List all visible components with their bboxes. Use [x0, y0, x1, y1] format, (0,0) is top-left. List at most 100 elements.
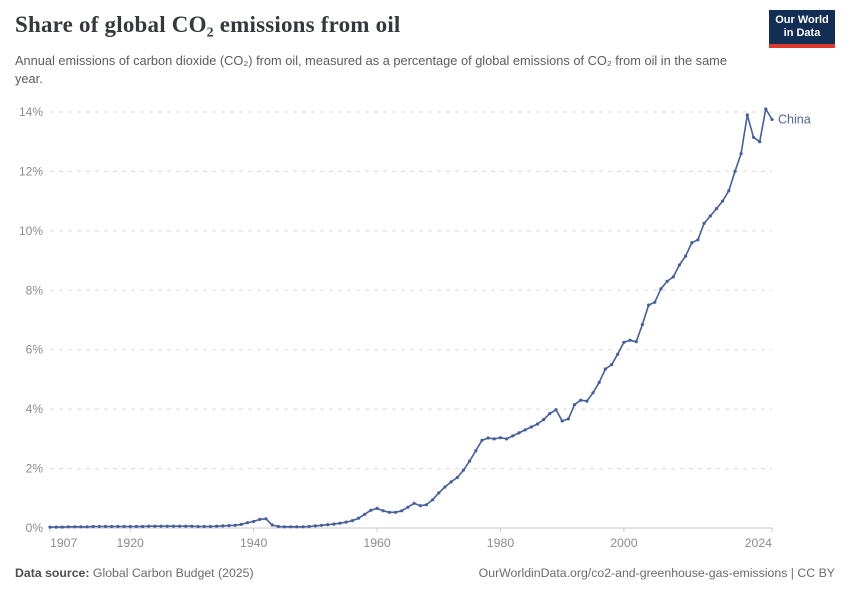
owid-logo-line2: in Data [783, 27, 821, 39]
data-point [400, 509, 404, 513]
data-point [289, 525, 293, 529]
data-point [66, 525, 71, 529]
data-point [319, 523, 324, 527]
data-point [523, 428, 527, 432]
y-tick-label: 14% [19, 105, 43, 119]
data-point [252, 519, 256, 524]
data-point [517, 431, 521, 435]
data-point [751, 135, 756, 139]
data-point [73, 525, 77, 529]
y-tick-label: 10% [19, 224, 43, 238]
data-point [492, 437, 496, 441]
data-point [770, 117, 774, 121]
data-point [616, 352, 620, 356]
data-point [758, 140, 762, 144]
data-point [640, 322, 645, 327]
data-point [295, 525, 299, 529]
data-point [634, 340, 638, 344]
x-tick-label: 1920 [117, 536, 145, 550]
data-point [727, 189, 731, 193]
data-point [628, 338, 632, 342]
data-point [282, 525, 287, 529]
data-point [48, 525, 52, 529]
y-tick-label: 0% [26, 521, 44, 535]
data-point [60, 525, 64, 529]
data-point [208, 524, 212, 529]
y-tick-label: 6% [26, 343, 44, 357]
data-point [443, 485, 447, 489]
credit-link[interactable]: OurWorldinData.org/co2-and-greenhouse-ga… [478, 566, 835, 580]
data-point [332, 522, 336, 526]
data-point [350, 519, 354, 523]
data-point [542, 417, 546, 422]
x-tick-label: 1980 [487, 536, 515, 550]
chart-title: Share of global CO₂ emissions from oil [15, 12, 401, 37]
data-point [511, 434, 515, 438]
data-point [505, 437, 509, 441]
data-point [455, 475, 459, 480]
data-point [566, 417, 571, 421]
data-point [714, 207, 719, 211]
data-point [622, 340, 626, 344]
data-point [572, 403, 577, 407]
data-point [270, 523, 274, 527]
data-point [591, 391, 595, 395]
data-point [535, 422, 540, 426]
data-point [159, 524, 163, 528]
data-point [437, 491, 441, 495]
data-point [461, 468, 466, 472]
data-point [585, 399, 589, 403]
data-point [745, 113, 749, 117]
data-point [610, 363, 614, 367]
x-tick-label: 1940 [240, 536, 268, 550]
data-point [103, 524, 108, 529]
data-point [178, 524, 182, 528]
data-point [264, 517, 268, 521]
x-tick-label: 2024 [745, 536, 773, 550]
data-point [202, 524, 206, 529]
x-axis-labels: 1907 1920 1940 1960 1980 2000 2024 [49, 528, 773, 550]
series-line-china [50, 108, 773, 528]
data-point [215, 524, 219, 528]
data-point [85, 525, 89, 529]
data-point [677, 263, 682, 267]
data-point [684, 254, 688, 258]
data-point [165, 524, 169, 528]
data-point [739, 152, 743, 156]
data-point [671, 275, 675, 279]
owid-logo-line1: Our World [775, 14, 829, 26]
owid-logo[interactable]: Our World in Data [769, 10, 835, 48]
data-point [153, 524, 157, 528]
data-point [498, 436, 503, 440]
data-point [227, 524, 231, 528]
data-point [239, 522, 243, 527]
data-point [258, 517, 262, 522]
data-point [721, 199, 725, 203]
series-markers-china [48, 107, 774, 529]
data-point [110, 524, 114, 529]
x-tick-label: 1907 [50, 536, 78, 550]
data-point [665, 279, 669, 283]
data-point [116, 524, 120, 529]
data-point [702, 221, 706, 225]
data-point [338, 521, 342, 525]
data-point [424, 503, 428, 507]
data-point [245, 521, 250, 525]
x-tick-label: 1960 [363, 536, 391, 550]
data-point [764, 107, 768, 111]
data-point [369, 508, 373, 512]
data-point [363, 512, 367, 516]
data-point [468, 459, 472, 463]
data-point [171, 524, 175, 528]
data-point [647, 303, 651, 307]
data-point [418, 504, 422, 508]
data-point [54, 525, 58, 529]
y-gridlines [50, 111, 772, 529]
data-point [79, 525, 83, 529]
data-point [653, 300, 657, 304]
data-source-value: Global Carbon Budget (2025) [89, 566, 254, 580]
data-point [221, 524, 225, 528]
data-point [233, 523, 237, 527]
data-point [91, 524, 95, 529]
